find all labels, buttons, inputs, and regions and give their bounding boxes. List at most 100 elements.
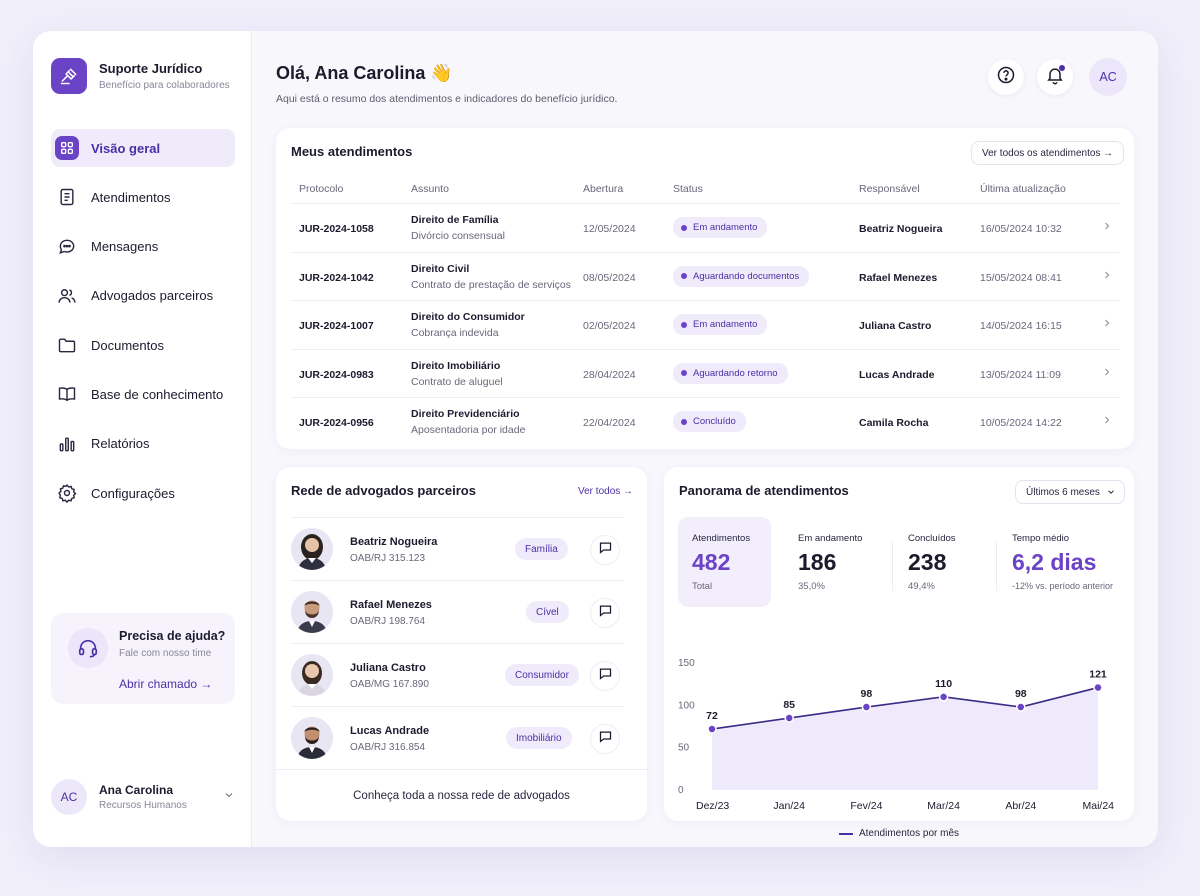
sidebar-item-label: Documentos [91, 337, 164, 353]
status-badge: Aguardando documentos [673, 265, 810, 287]
column-header[interactable]: Abertura [583, 183, 624, 195]
sidebar-item-visao-geral[interactable]: Visão geral [51, 129, 235, 167]
kpi-avg-time: Tempo médio 6,2 dias -12% vs. período an… [1012, 517, 1128, 607]
sidebar-item-mensagens[interactable]: Mensagens [51, 228, 235, 266]
users-icon [55, 284, 79, 308]
cases-card: Meus atendimentos Ver todos os atendimen… [276, 128, 1134, 449]
page-title: Olá, Ana Carolina 👋 [276, 63, 453, 83]
sidebar-item-documentos[interactable]: Documentos [51, 326, 235, 364]
gavel-logo-icon [51, 58, 87, 94]
updated-at: 15/05/2024 08:41 [980, 271, 1062, 284]
protocol: JUR-2024-1058 [299, 223, 374, 235]
chevron-right-icon[interactable] [1101, 317, 1113, 332]
sidebar-item-atendimentos[interactable]: Atendimentos [51, 178, 235, 216]
data-label: 98 [1015, 688, 1027, 700]
specialty-tag: Consumidor [505, 664, 579, 686]
protocol: JUR-2024-1042 [299, 271, 374, 284]
specialty-tag: Cível [526, 601, 569, 623]
message-button[interactable] [590, 724, 620, 754]
notification-dot [1059, 65, 1065, 71]
opened-date: 28/04/2024 [583, 368, 636, 381]
folder-icon [55, 333, 79, 357]
area-fill [712, 687, 1098, 790]
user-role: Recursos Humanos [99, 800, 187, 811]
column-header[interactable]: Assunto [411, 183, 449, 195]
sidebar-item-configuracoes[interactable]: Configurações [51, 474, 235, 512]
data-label: 72 [706, 710, 718, 722]
chevron-right-icon[interactable] [1101, 414, 1113, 429]
lawyer-oab: OAB/RJ 316.854 [350, 742, 426, 753]
data-point [784, 713, 794, 723]
lawyers-card: Rede de advogados parceiros Ver todos → … [276, 467, 647, 821]
column-header[interactable]: Última atualização [980, 183, 1066, 195]
status-badge: Em andamento [673, 217, 768, 238]
x-tick-label: Jan/24 [773, 800, 805, 812]
chevron-right-icon[interactable] [1101, 269, 1113, 284]
sidebar-item-label: Visão geral [91, 140, 161, 156]
avatar[interactable]: AC [1089, 58, 1127, 96]
sidebar-item-advogados[interactable]: Advogados parceiros [51, 277, 235, 315]
y-tick-label: 0 [678, 785, 684, 796]
message-button[interactable] [590, 661, 620, 691]
brand[interactable]: Suporte Jurídico Benefício para colabora… [51, 58, 230, 94]
lawyer-name: Lucas Andrade [350, 725, 430, 737]
message-button[interactable] [590, 598, 620, 628]
lawyers-network-link[interactable]: Conheça toda a nossa rede de advogados [276, 769, 647, 821]
table-row[interactable]: JUR-2024-0983 Direito Imobiliário Contra… [291, 350, 1119, 398]
view-all-lawyers-link[interactable]: Ver todos → [578, 486, 634, 497]
avatar: AC [51, 779, 87, 815]
lawyer-name: Juliana Castro [350, 662, 426, 674]
kpi-value: 238 [908, 549, 947, 575]
kpi-total: Atendimentos 482 Total [678, 517, 771, 607]
divider [996, 541, 997, 591]
table-row[interactable]: JUR-2024-1007 Direito do Consumidor Cobr… [291, 301, 1119, 350]
kpi-label: Atendimentos [692, 533, 751, 544]
status-label: Em andamento [693, 222, 758, 233]
data-label: 85 [783, 699, 795, 711]
sidebar-item-relatorios[interactable]: Relatórios [51, 425, 235, 463]
legend-label: Atendimentos por mês [858, 828, 960, 839]
kpi-in-progress: Em andamento 186 35,0% [798, 517, 888, 607]
open-ticket-link[interactable]: Abrir chamado → [119, 677, 213, 691]
owner: Camila Rocha [859, 417, 929, 429]
period-select[interactable]: Últimos 6 meses [1015, 480, 1125, 504]
chevron-right-icon[interactable] [1101, 220, 1113, 235]
column-header[interactable]: Status [673, 183, 703, 195]
clipboard-icon [55, 185, 79, 209]
column-header[interactable]: Protocolo [299, 183, 344, 195]
sidebar-item-base-conhecimento[interactable]: Base de conhecimento [51, 375, 235, 413]
table-header: Protocolo Assunto Abertura Status Respon… [291, 176, 1119, 204]
help-title: Precisa de ajuda? [119, 629, 226, 643]
y-tick-label: 50 [678, 743, 690, 754]
lawyer-row: Rafael Menezes OAB/RJ 198.764 Cível [291, 580, 624, 643]
sidebar-item-label: Relatórios [91, 436, 150, 452]
status-dot [681, 418, 687, 425]
table-row[interactable]: JUR-2024-1042 Direito Civil Contrato de … [291, 253, 1119, 301]
view-all-cases-button[interactable]: Ver todos os atendimentos → [971, 141, 1125, 165]
notifications-button[interactable] [1037, 59, 1073, 95]
data-point [1093, 682, 1103, 693]
opened-date: 12/05/2024 [583, 223, 636, 235]
table-row[interactable]: JUR-2024-0956 Direito Previdenciário Apo… [291, 398, 1119, 447]
kpi-value: 482 [692, 549, 731, 575]
table-row[interactable]: JUR-2024-1058 Direito de Família Divórci… [291, 204, 1119, 253]
user-menu[interactable]: AC Ana Carolina Recursos Humanos [51, 777, 235, 817]
kpi-completed: Concluídos 238 49,4% [908, 517, 988, 607]
lawyer-row: Beatriz Nogueira OAB/RJ 315.123 Família [291, 517, 624, 580]
chat-icon [598, 603, 613, 623]
status-label: Concluído [693, 416, 736, 427]
help-card: Precisa de ajuda? Fale com nosso time Ab… [51, 613, 235, 704]
help-button[interactable] [988, 59, 1024, 95]
sidebar-item-label: Configurações [91, 485, 175, 501]
kpi-sub: 49,4% [908, 581, 935, 592]
owner: Lucas Andrade [859, 368, 935, 381]
cases-table: Protocolo Assunto Abertura Status Respon… [291, 176, 1119, 447]
overview-title: Panorama de atendimentos [679, 483, 849, 498]
status-badge: Concluído [673, 411, 746, 432]
column-header[interactable]: Responsável [859, 183, 920, 195]
owner: Rafael Menezes [859, 271, 938, 284]
message-button[interactable] [590, 535, 620, 565]
status-label: Aguardando documentos [693, 270, 800, 282]
status-dot [681, 273, 687, 279]
chevron-right-icon[interactable] [1101, 366, 1113, 381]
